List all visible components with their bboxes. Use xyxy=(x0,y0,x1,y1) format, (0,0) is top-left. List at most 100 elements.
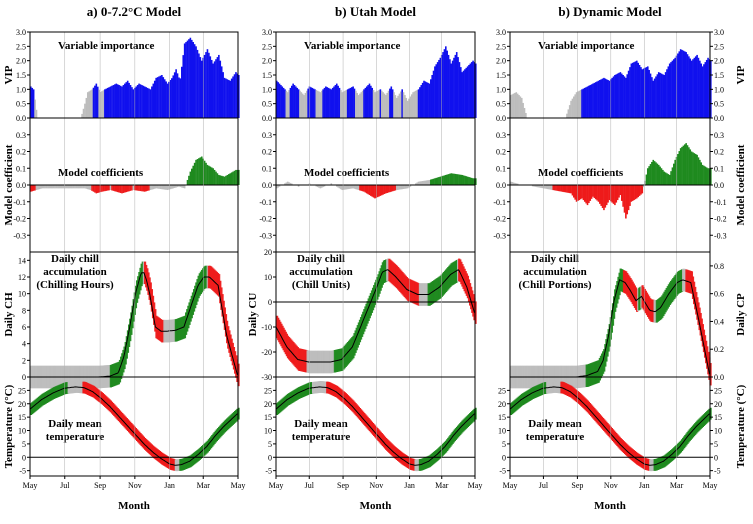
temp-band xyxy=(43,392,46,405)
coef-bar xyxy=(124,185,126,193)
coef-bar xyxy=(106,185,109,191)
coef-bar xyxy=(447,174,450,185)
x-axis-label: Month xyxy=(594,500,626,512)
vip-bar xyxy=(573,96,575,118)
coef-bar xyxy=(637,185,639,198)
y-tick-label: -5 xyxy=(499,467,506,476)
coef-bar xyxy=(646,168,649,185)
coef-bar xyxy=(78,185,81,189)
temp-band xyxy=(150,444,154,457)
y-tick-label: 1.5 xyxy=(496,71,506,80)
coef-bar xyxy=(54,185,56,189)
coef-bar xyxy=(121,185,123,194)
chill-band xyxy=(187,305,190,329)
vip-bar xyxy=(149,89,152,118)
vip-bar xyxy=(646,66,649,118)
vip-bar xyxy=(95,83,98,118)
coef-bar xyxy=(232,171,234,185)
temp-band xyxy=(101,393,105,405)
coef-bar xyxy=(68,185,71,189)
vip-bar xyxy=(397,95,399,118)
y-tick-label: 5 xyxy=(22,440,26,449)
vip-bar xyxy=(155,77,157,118)
temp-band xyxy=(149,443,152,456)
chill-band xyxy=(132,299,135,322)
vip-bar xyxy=(697,57,700,118)
vip-bar xyxy=(703,64,705,118)
vip-bar xyxy=(450,63,453,118)
y-tick-label: 10 xyxy=(18,290,26,299)
vip-bar xyxy=(590,84,593,118)
vip-bar xyxy=(31,87,34,118)
row-label: VIP xyxy=(3,65,15,84)
temp-band xyxy=(128,420,131,433)
y-tick-label: 5 xyxy=(268,440,272,449)
coef-bar xyxy=(308,183,311,185)
vip-bar xyxy=(331,87,334,118)
y-tick-label: -0.3 xyxy=(493,231,506,240)
temp-band xyxy=(117,409,120,422)
vip-bar xyxy=(708,59,711,118)
temp-band xyxy=(104,395,107,407)
vip-bar xyxy=(662,74,664,118)
vip-bar xyxy=(642,68,645,118)
coef-bar xyxy=(96,185,99,193)
vip-bar xyxy=(616,73,619,118)
y-tick-label: -0.3 xyxy=(259,231,272,240)
coef-bar xyxy=(374,185,376,199)
vip-bar xyxy=(91,89,93,118)
coef-bar xyxy=(512,182,515,185)
vip-bar xyxy=(314,89,316,118)
coef-bar xyxy=(600,185,603,206)
vip-bar xyxy=(81,113,83,118)
vip-bar xyxy=(292,83,294,118)
y-tick-label: 3.0 xyxy=(714,28,724,37)
coef-bar xyxy=(469,177,472,185)
chill-band xyxy=(134,285,138,309)
vip-bar xyxy=(132,89,135,118)
coef-bar xyxy=(400,185,402,190)
coef-bar xyxy=(398,185,401,190)
vip-bar xyxy=(119,85,122,118)
y-tick-label: 25 xyxy=(498,386,506,395)
temp-band xyxy=(41,393,44,406)
chill-band xyxy=(183,315,187,339)
vip-bar xyxy=(689,58,692,118)
temp-band xyxy=(40,394,43,407)
coef-bar xyxy=(656,163,659,185)
vip-bar xyxy=(32,89,35,118)
vip-bar xyxy=(236,73,239,118)
coef-bar xyxy=(190,168,193,185)
coef-bar xyxy=(395,185,398,191)
vip-bar xyxy=(345,90,348,118)
temp-band xyxy=(37,396,41,409)
coef-bar xyxy=(181,185,183,188)
temp-band xyxy=(113,404,116,417)
coef-bar xyxy=(210,167,213,185)
coef-bar xyxy=(533,185,535,187)
chill-band xyxy=(222,300,225,324)
temp-band xyxy=(163,454,166,466)
y-tick-label: 2 xyxy=(22,356,26,365)
chill-band xyxy=(147,272,150,295)
chill-band xyxy=(118,359,122,383)
chill-band xyxy=(194,285,197,309)
vip-bar xyxy=(410,94,413,118)
vip-bar xyxy=(308,86,311,118)
vip-bar xyxy=(700,63,703,118)
vip-bar xyxy=(86,92,89,118)
x-tick-label: Jan xyxy=(639,481,650,490)
vip-bar xyxy=(458,62,461,118)
coef-bar xyxy=(563,185,566,193)
chill-band xyxy=(138,272,141,295)
temp-band xyxy=(211,434,214,447)
chill-band xyxy=(199,271,203,295)
coef-bar xyxy=(575,185,578,202)
vip-bar xyxy=(186,40,189,118)
x-tick-label: Mar xyxy=(435,481,449,490)
coef-bar xyxy=(620,185,623,201)
vip-bar xyxy=(213,61,216,118)
y-tick-label: 0.5 xyxy=(496,100,506,109)
vip-bar xyxy=(699,60,701,118)
coef-bar xyxy=(404,185,406,189)
